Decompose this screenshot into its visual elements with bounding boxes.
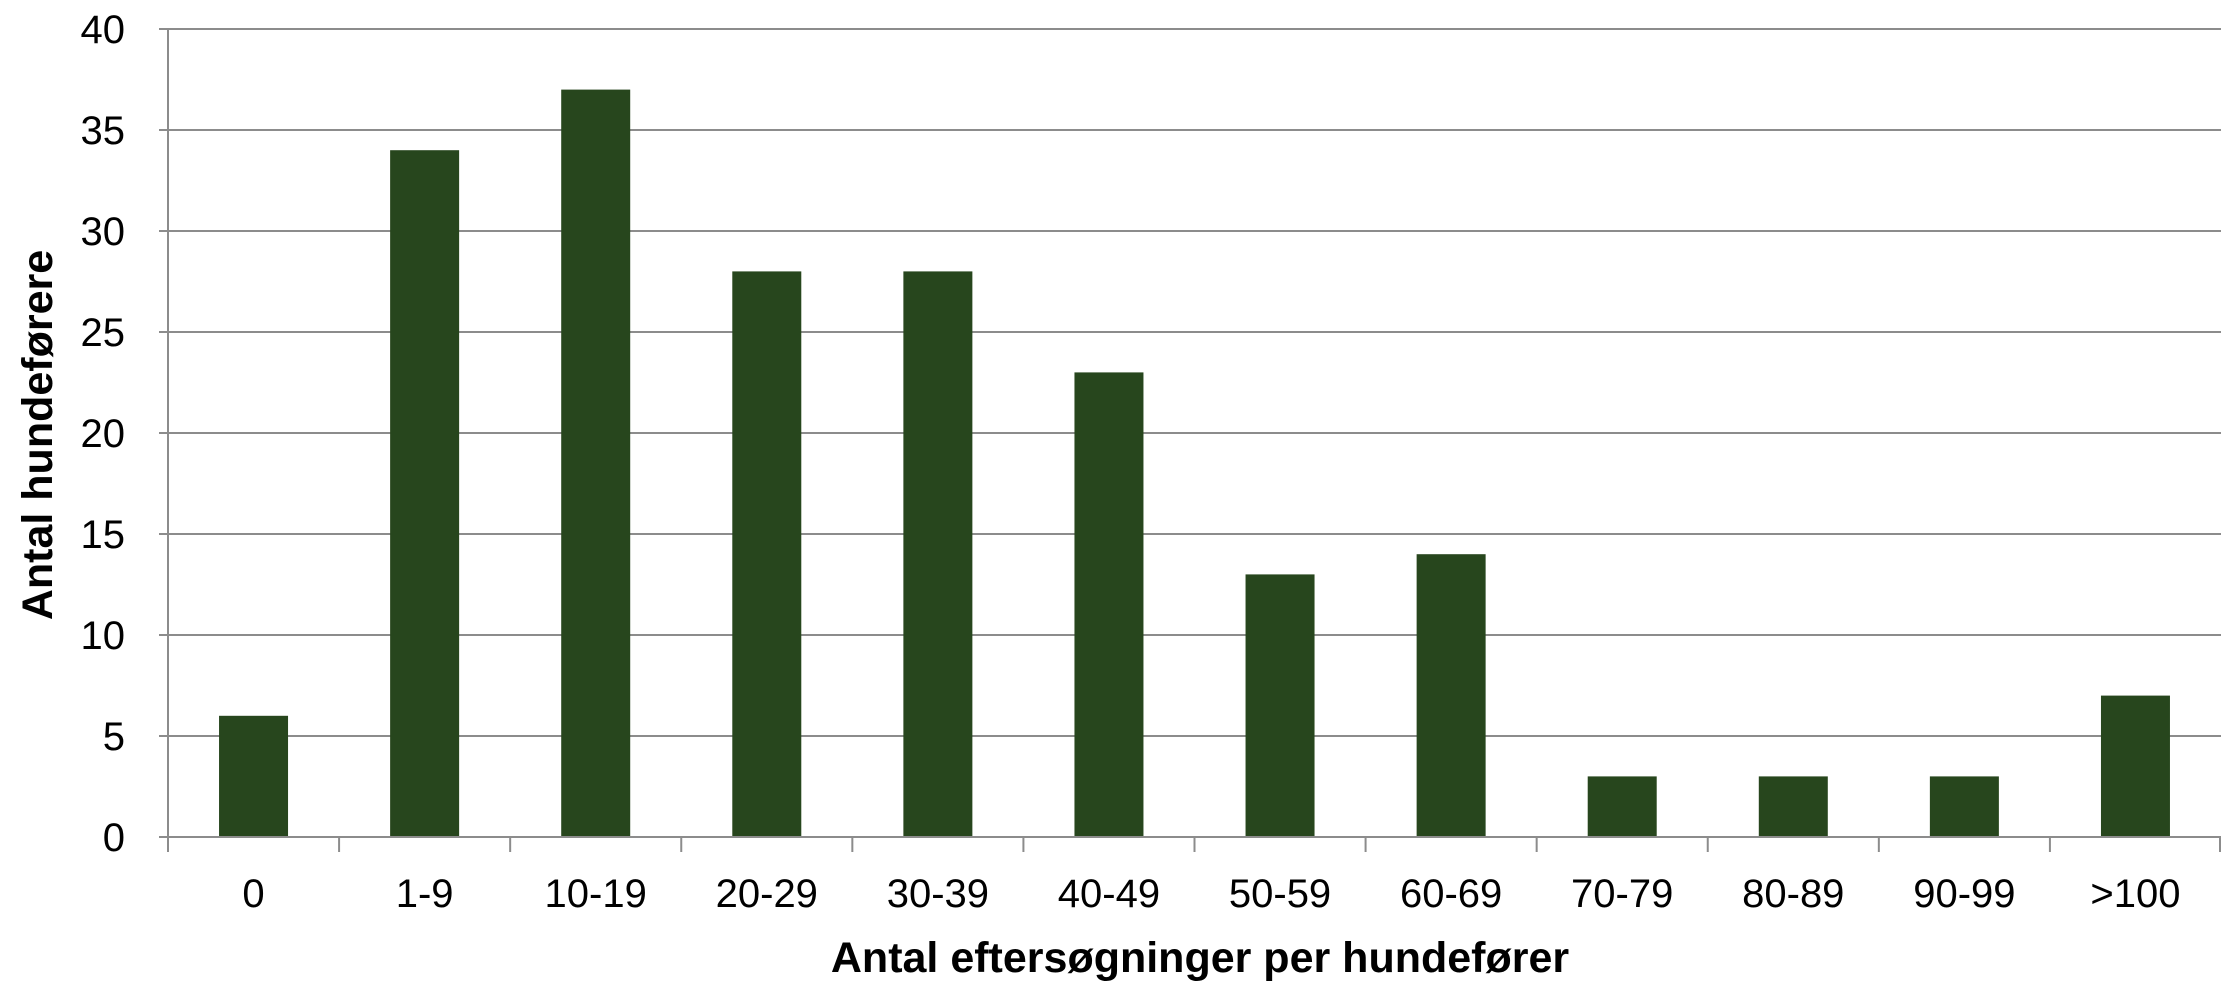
x-tick-label: 80-89 (1742, 872, 1844, 916)
bar-1-9 (390, 150, 460, 837)
x-tick-label: >100 (2090, 872, 2180, 916)
y-tick-label: 20 (81, 412, 126, 456)
y-tick-label: 5 (103, 715, 125, 759)
y-tick-label: 0 (103, 816, 125, 860)
bar-50-59 (1245, 574, 1315, 837)
y-axis-title: Antal hundeførere (14, 250, 62, 620)
bar-70-79 (1587, 776, 1657, 837)
bar-80-89 (1758, 776, 1828, 837)
x-tick-label: 10-19 (545, 872, 647, 916)
y-tick-label: 15 (81, 513, 126, 557)
x-tick-labels: 0 1-9 10-19 20-29 30-39 40-49 50-59 60-69 70-79 8… (242, 872, 2180, 916)
x-axis-title: Antal eftersøgninger per hundefører (831, 934, 1570, 982)
x-tick-label: 1-9 (396, 872, 454, 916)
bar-40-49 (1074, 372, 1144, 837)
bar-30-39 (903, 271, 973, 837)
bar->100 (2100, 695, 2170, 837)
y-tick-label: 40 (81, 8, 126, 52)
x-tick-label: 50-59 (1229, 872, 1331, 916)
y-tick-labels: 0 5 10 15 20 25 30 35 40 (81, 8, 126, 860)
bar-10-19 (561, 89, 631, 838)
x-tick-label: 30-39 (887, 872, 989, 916)
bar-0 (219, 715, 289, 837)
x-tick-label: 90-99 (1913, 872, 2015, 916)
y-tick-label: 10 (81, 614, 126, 658)
x-tick-label: 70-79 (1571, 872, 1673, 916)
bar-60-69 (1416, 554, 1486, 837)
x-tick-label: 20-29 (716, 872, 818, 916)
bars (219, 89, 2170, 838)
bar-90-99 (1929, 776, 1999, 837)
y-tick-label: 35 (81, 109, 126, 153)
gridlines (168, 28, 2221, 737)
y-tick-label: 25 (81, 311, 126, 355)
axes (159, 28, 2221, 852)
bar-20-29 (732, 271, 802, 837)
x-tick-label: 40-49 (1058, 872, 1160, 916)
y-tick-label: 30 (81, 210, 126, 254)
x-tick-label: 60-69 (1400, 872, 1502, 916)
x-tick-label: 0 (242, 872, 264, 916)
